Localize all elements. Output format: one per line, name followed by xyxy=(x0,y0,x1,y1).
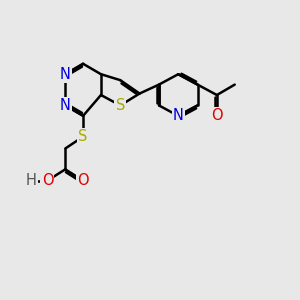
Text: N: N xyxy=(60,67,71,82)
Text: S: S xyxy=(116,98,125,113)
Text: N: N xyxy=(173,108,184,123)
Text: O: O xyxy=(77,173,89,188)
Text: H: H xyxy=(26,173,37,188)
Text: S: S xyxy=(78,129,88,144)
Text: O: O xyxy=(211,108,223,123)
Text: O: O xyxy=(42,173,53,188)
Text: N: N xyxy=(60,98,71,113)
